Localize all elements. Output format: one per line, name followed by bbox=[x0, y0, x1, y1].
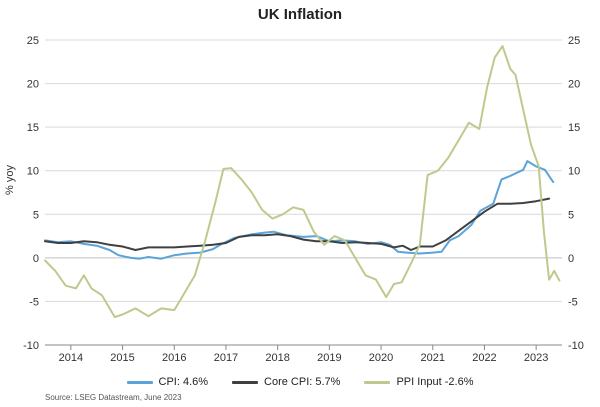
y-tick-label-left: 15 bbox=[27, 122, 39, 134]
series-line-0 bbox=[44, 160, 555, 260]
y-tick-label-left: 0 bbox=[33, 253, 39, 265]
y-tick-label-right: 5 bbox=[568, 209, 574, 221]
y-tick-label-left: -10 bbox=[23, 340, 39, 352]
chart-title: UK Inflation bbox=[257, 6, 343, 23]
x-tick-label: 2022 bbox=[472, 352, 496, 364]
y-tick-label-right: -5 bbox=[568, 296, 578, 308]
y-tick-label-left: 10 bbox=[27, 166, 39, 178]
y-tick-label-right: 10 bbox=[568, 166, 580, 178]
x-tick-label: 2023 bbox=[524, 352, 548, 364]
x-tick-label: 2018 bbox=[265, 352, 289, 364]
y-tick-label-right: 15 bbox=[568, 122, 580, 134]
y-tick-labels-left: -10 -5 0 5 10 15 20 25 bbox=[23, 35, 39, 352]
legend: CPI: 4.6% Core CPI: 5.7% PPI Input -2.6% bbox=[0, 374, 600, 390]
x-tick-label: 2016 bbox=[162, 352, 186, 364]
legend-item-cpi: CPI: 4.6% bbox=[126, 374, 209, 390]
y-tick-labels-right: -10 -5 0 5 10 15 20 25 bbox=[568, 35, 584, 352]
line-chart: -10 -5 0 5 10 15 20 25 -10 -5 0 5 10 15 20 25 2014 2015… bbox=[23, 35, 584, 364]
series-lines bbox=[44, 45, 561, 319]
gridlines bbox=[45, 39, 562, 346]
y-tick-label-right: 0 bbox=[568, 253, 574, 265]
x-tick-label: 2015 bbox=[110, 352, 134, 364]
y-tick-label-left: -5 bbox=[29, 296, 39, 308]
legend-label-core-cpi: Core CPI: 5.7% bbox=[264, 376, 341, 388]
legend-swatch-ppi-input bbox=[364, 380, 391, 384]
series-line-1 bbox=[44, 197, 551, 251]
legend-item-ppi-input: PPI Input -2.6% bbox=[364, 374, 474, 390]
y-tick-label-right: 25 bbox=[568, 35, 580, 47]
axes bbox=[45, 257, 562, 350]
x-tick-label: 2021 bbox=[421, 352, 445, 364]
series-line-2 bbox=[44, 45, 561, 319]
x-tick-label: 2020 bbox=[369, 352, 393, 364]
y-tick-label-right: -10 bbox=[568, 340, 584, 352]
x-tick-label: 2017 bbox=[214, 352, 238, 364]
legend-item-core-cpi: Core CPI: 5.7% bbox=[232, 374, 340, 390]
y-tick-label-left: 25 bbox=[27, 35, 39, 47]
legend-swatch-cpi bbox=[126, 380, 153, 384]
x-tick-label: 2014 bbox=[59, 352, 83, 364]
y-tick-label-left: 20 bbox=[27, 79, 39, 91]
source-note: Source: LSEG Datastream, June 2023 bbox=[45, 393, 182, 402]
x-tick-label: 2019 bbox=[317, 352, 341, 364]
y-tick-label-left: 5 bbox=[33, 209, 39, 221]
y-tick-label-right: 20 bbox=[568, 79, 580, 91]
legend-swatch-core-cpi bbox=[232, 380, 259, 384]
x-tick-labels: 2014 2015 2016 2017 2018 2019 2020 2021 2022 2023 bbox=[59, 352, 549, 364]
legend-label-cpi: CPI: 4.6% bbox=[158, 376, 209, 388]
legend-label-ppi-input: PPI Input -2.6% bbox=[396, 376, 474, 388]
